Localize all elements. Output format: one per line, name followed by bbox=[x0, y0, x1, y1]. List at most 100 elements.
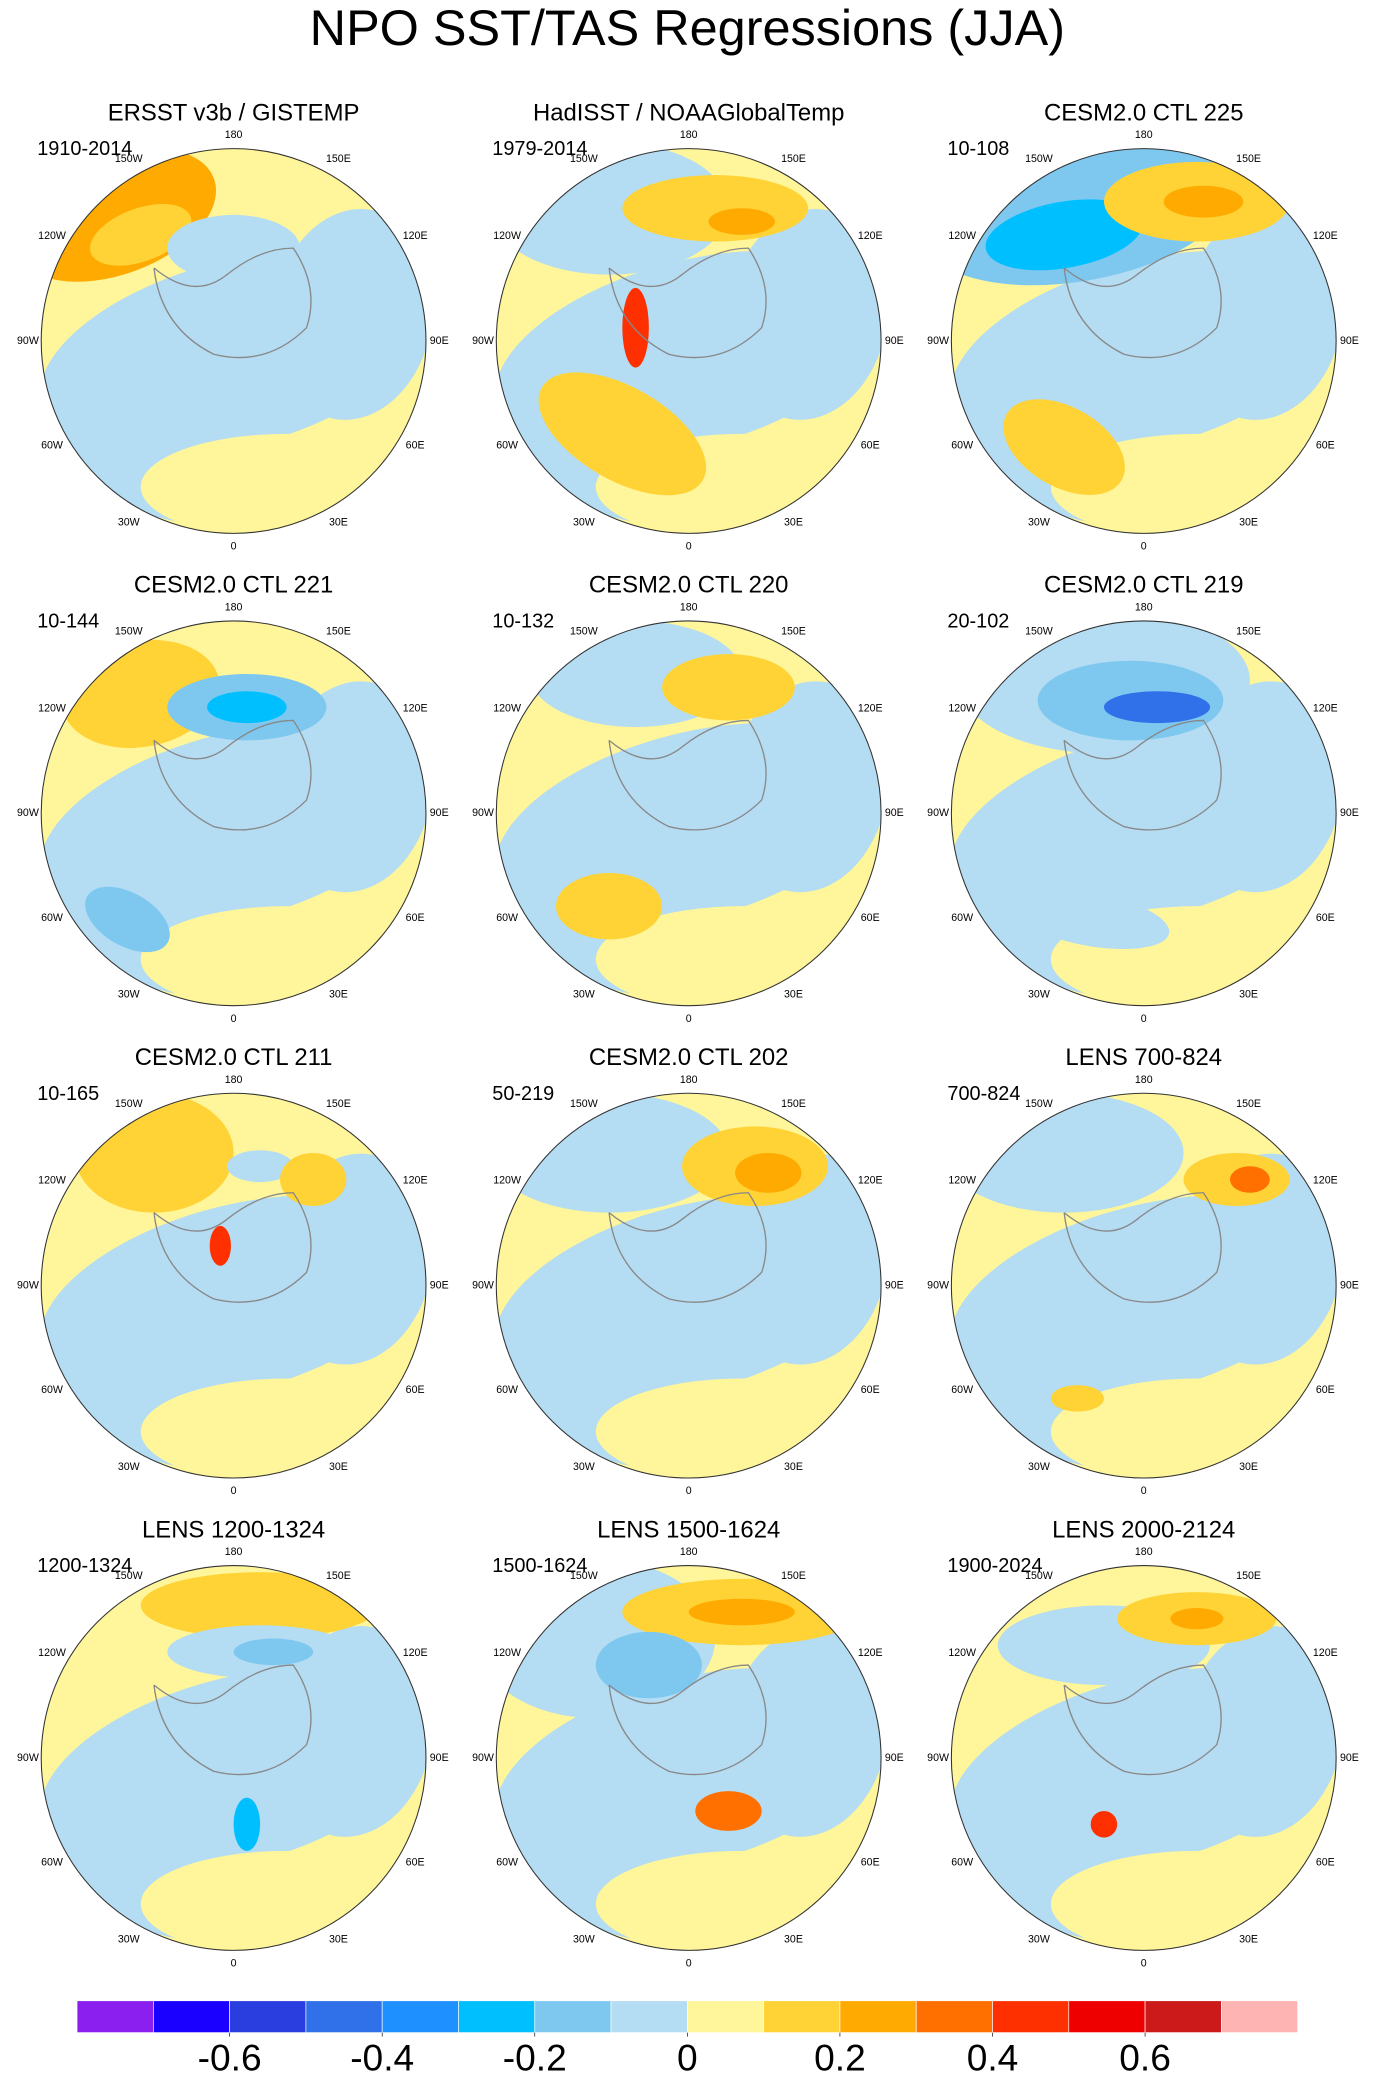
map-panel: LENS 700-824 700-824 180 150E 120E 90E 60E 30E 0… bbox=[927, 1044, 1359, 1497]
panel-title: CESM2.0 CTL 221 bbox=[134, 572, 334, 599]
contour-region bbox=[555, 873, 663, 940]
longitude-label: 30W bbox=[118, 1933, 140, 1945]
longitude-label: 120W bbox=[948, 702, 976, 714]
longitude-label: 60E bbox=[1316, 440, 1335, 452]
panel-period: 20-102 bbox=[947, 611, 1009, 633]
contour-region bbox=[538, 372, 707, 496]
map-border bbox=[950, 148, 1337, 534]
longitude-label: 150W bbox=[1025, 626, 1053, 638]
colorbar-box bbox=[458, 2000, 536, 2033]
panel-period: 1979-2014 bbox=[492, 138, 587, 160]
longitude-label: 90E bbox=[1340, 1279, 1359, 1291]
longitude-label: 30E bbox=[1239, 1933, 1258, 1945]
contour-region bbox=[167, 214, 300, 282]
longitude-label: 150W bbox=[1025, 1570, 1053, 1582]
panel-period: 1900-2024 bbox=[947, 1555, 1042, 1577]
longitude-label: 30E bbox=[329, 989, 348, 1001]
colorbar-box bbox=[381, 2000, 459, 2033]
map-panel: HadISST / NOAAGlobalTemp 1979-2014 180 150E… bbox=[472, 99, 904, 552]
longitude-label: 30E bbox=[784, 989, 803, 1001]
panel-period: 1910-2014 bbox=[37, 138, 132, 160]
coastline bbox=[608, 719, 767, 831]
longitude-label: 30E bbox=[1239, 989, 1258, 1001]
contour-region bbox=[1003, 399, 1125, 495]
contour-region bbox=[87, 314, 247, 421]
panel-title: CESM2.0 CTL 211 bbox=[135, 1044, 333, 1071]
panel-title: CESM2.0 CTL 219 bbox=[1044, 572, 1244, 599]
longitude-label: 150W bbox=[570, 1098, 598, 1110]
longitude-label: 150W bbox=[1025, 153, 1053, 165]
map-field bbox=[951, 148, 1337, 534]
longitude-label: 0 bbox=[686, 1485, 692, 1497]
map-border bbox=[495, 620, 882, 1007]
contour-region bbox=[1012, 889, 1170, 950]
contour-region bbox=[595, 1850, 882, 1951]
longitude-label: 150E bbox=[1236, 626, 1261, 638]
longitude-label: 150E bbox=[781, 1570, 806, 1582]
coastline bbox=[1063, 1664, 1222, 1776]
contour-region bbox=[622, 175, 809, 242]
map-border bbox=[40, 1565, 427, 1951]
map-panel: CESM2.0 CTL 202 50-219 180 150E 120E 90E 60E 30… bbox=[472, 1044, 904, 1497]
longitude-label: 90E bbox=[885, 1279, 904, 1291]
map-panel: CESM2.0 CTL 211 10-165 180 150E 120E 90E 60E 30… bbox=[17, 1044, 449, 1497]
map-border bbox=[40, 620, 427, 1007]
longitude-label: 60W bbox=[951, 1384, 973, 1396]
longitude-label: 60W bbox=[41, 1857, 63, 1869]
longitude-label: 120E bbox=[858, 230, 883, 242]
coastline bbox=[1063, 719, 1222, 831]
longitude-label: 120E bbox=[858, 1647, 883, 1659]
panel-title: LENS 2000-2124 bbox=[1052, 1516, 1235, 1543]
longitude-label: 120W bbox=[493, 1647, 521, 1659]
contour-region bbox=[74, 1093, 234, 1213]
longitude-label: 0 bbox=[1141, 1957, 1147, 1969]
longitude-label: 60E bbox=[1316, 1384, 1335, 1396]
map-panel: CESM2.0 CTL 220 10-132 180 150E 120E 90E 60E 30… bbox=[472, 572, 904, 1025]
longitude-label: 60E bbox=[861, 912, 880, 924]
contour-region bbox=[1182, 209, 1337, 420]
longitude-label: 0 bbox=[686, 1013, 692, 1025]
longitude-label: 60W bbox=[496, 912, 518, 924]
panel-title: LENS 1200-1324 bbox=[142, 1516, 325, 1543]
colorbar: -0.6 -0.4 -0.2 0 0.2 0.4 0.6 bbox=[76, 2000, 1298, 2078]
longitude-label: 30W bbox=[118, 989, 140, 1001]
longitude-label: 150W bbox=[115, 153, 143, 165]
contour-region bbox=[1182, 681, 1337, 893]
coastline bbox=[153, 1192, 312, 1303]
colorbar-label: 0.6 bbox=[1119, 2036, 1171, 2078]
longitude-label: 60E bbox=[406, 912, 425, 924]
longitude-label: 60W bbox=[496, 1857, 518, 1869]
panel-title: ERSST v3b / GISTEMP bbox=[108, 99, 360, 126]
longitude-label: 60E bbox=[861, 440, 880, 452]
colorbar-box bbox=[610, 2000, 688, 2033]
longitude-label: 0 bbox=[231, 1957, 237, 1969]
contour-region bbox=[695, 1791, 762, 1831]
coastline bbox=[153, 1664, 312, 1776]
contour-region bbox=[1182, 1625, 1337, 1837]
panel-period: 700-824 bbox=[947, 1083, 1020, 1105]
map-field bbox=[496, 620, 882, 1006]
coastline bbox=[153, 247, 312, 359]
longitude-label: 120W bbox=[38, 230, 66, 242]
longitude-label: 90W bbox=[927, 1752, 949, 1764]
panel-title: CESM2.0 CTL 225 bbox=[1044, 99, 1244, 126]
contour-region bbox=[727, 1153, 882, 1365]
longitude-label: 30W bbox=[118, 1461, 140, 1473]
longitude-label: 150E bbox=[1236, 1570, 1261, 1582]
map-border bbox=[950, 1565, 1337, 1951]
longitude-label: 90E bbox=[430, 1279, 449, 1291]
colorbar-label: -0.2 bbox=[503, 2036, 567, 2078]
longitude-label: 30E bbox=[329, 516, 348, 528]
map-panel: ERSST v3b / GISTEMP 1910-2014 180 150E 120E 9… bbox=[17, 99, 449, 552]
contour-region bbox=[272, 1625, 426, 1837]
colorbar-label: 0.2 bbox=[814, 2036, 866, 2078]
map-field bbox=[951, 1093, 1337, 1479]
longitude-label: 90E bbox=[885, 1752, 904, 1764]
longitude-label: 0 bbox=[231, 1013, 237, 1025]
longitude-label: 120W bbox=[38, 702, 66, 714]
colorbar-box bbox=[992, 2000, 1070, 2033]
longitude-label: 120W bbox=[493, 230, 521, 242]
panel-period: 50-219 bbox=[492, 1083, 554, 1105]
map-border bbox=[950, 620, 1337, 1007]
longitude-label: 90E bbox=[430, 1752, 449, 1764]
